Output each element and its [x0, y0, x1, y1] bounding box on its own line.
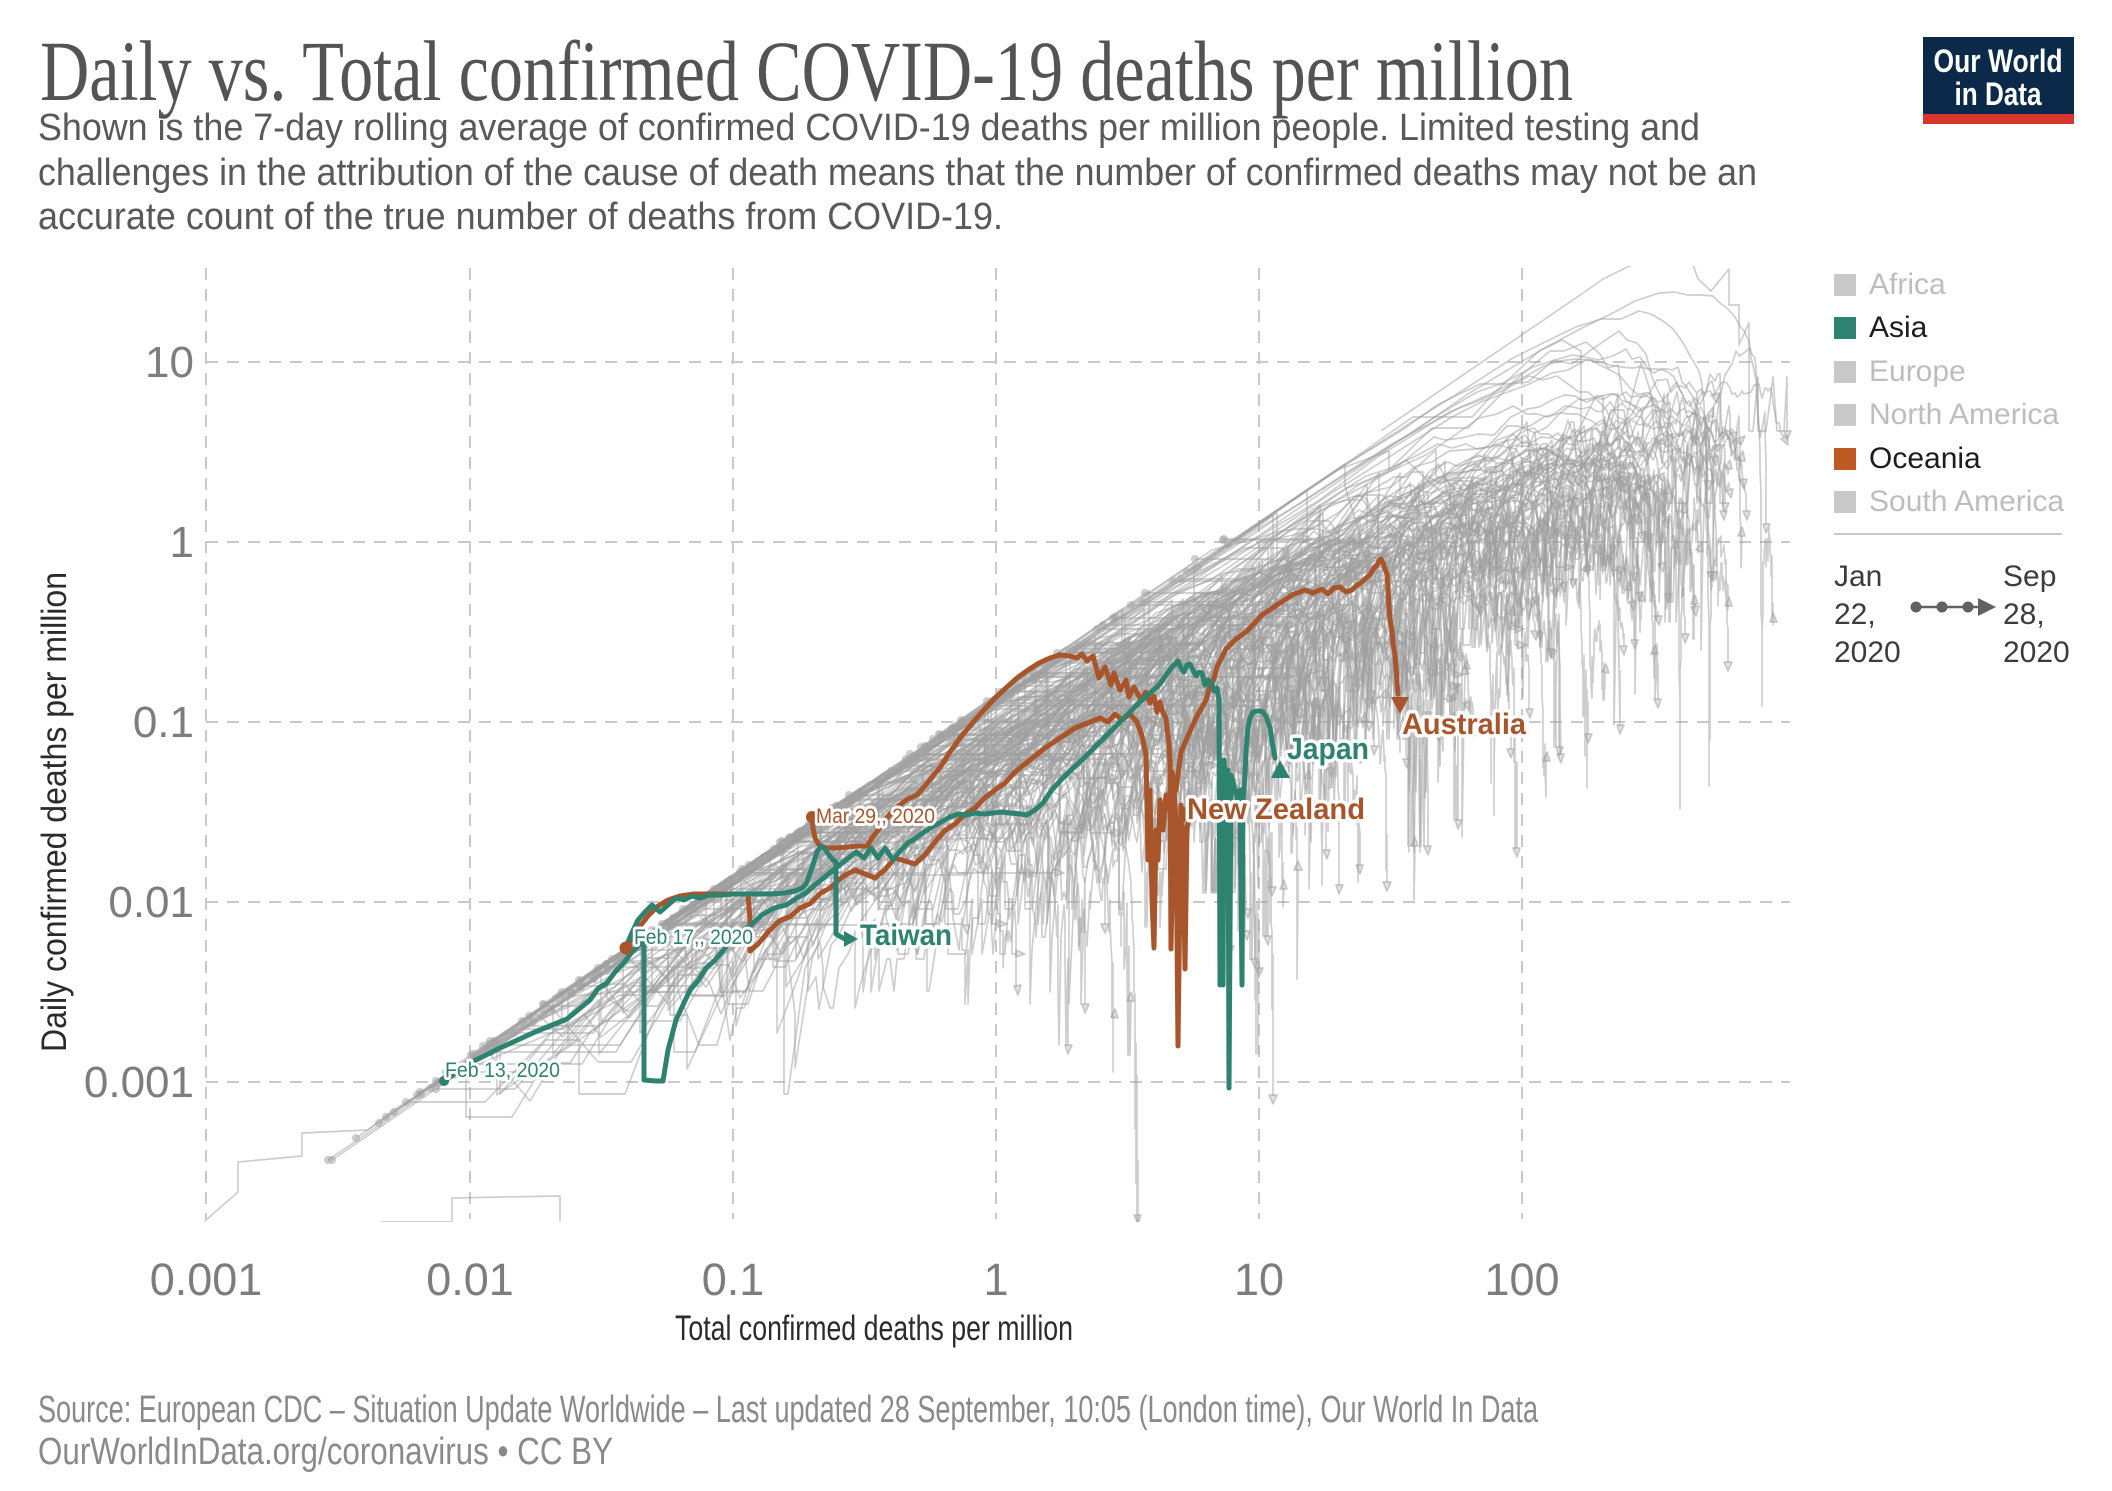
svg-text:Asia: Asia	[1869, 311, 1928, 344]
svg-text:North America: North America	[1869, 398, 2059, 431]
svg-text:Feb 17,, 2020: Feb 17,, 2020	[634, 926, 753, 949]
svg-text:Daily vs. Total confirmed COVI: Daily vs. Total confirmed COVID-19 death…	[40, 23, 1573, 119]
svg-text:Africa: Africa	[1869, 268, 1946, 301]
svg-text:1: 1	[170, 518, 194, 567]
svg-text:Daily confirmed deaths per mil: Daily confirmed deaths per million	[35, 572, 74, 1052]
svg-text:Shown is the 7-day rolling ave: Shown is the 7-day rolling average of co…	[38, 107, 1700, 149]
svg-text:0.1: 0.1	[702, 1254, 765, 1305]
svg-text:Total confirmed deaths per mil: Total confirmed deaths per million	[675, 1309, 1073, 1348]
svg-text:Oceania: Oceania	[1869, 442, 1981, 475]
svg-text:10: 10	[145, 338, 194, 387]
svg-text:Australia: Australia	[1402, 708, 1526, 741]
svg-text:challenges in the attribution: challenges in the attribution of the cau…	[38, 152, 1757, 194]
svg-text:2020: 2020	[1834, 636, 1901, 669]
svg-text:22,: 22,	[1834, 598, 1876, 631]
svg-text:100: 100	[1484, 1254, 1559, 1305]
svg-text:0.01: 0.01	[426, 1254, 514, 1305]
svg-text:Feb 13, 2020: Feb 13, 2020	[445, 1059, 560, 1082]
svg-text:accurate count of the true num: accurate count of the true number of dea…	[38, 196, 1003, 238]
svg-text:0.01: 0.01	[108, 878, 194, 927]
svg-text:Japan: Japan	[1287, 731, 1369, 766]
svg-text:Mar 29,, 2020: Mar 29,, 2020	[816, 805, 935, 828]
svg-text:0.001: 0.001	[150, 1254, 263, 1305]
svg-text:Taiwan: Taiwan	[860, 919, 952, 952]
svg-text:10: 10	[1234, 1254, 1284, 1305]
svg-text:Jan: Jan	[1834, 560, 1882, 593]
svg-text:Source: European CDC – Situati: Source: European CDC – Situation Update …	[38, 1389, 1539, 1431]
svg-text:Europe: Europe	[1869, 355, 1966, 388]
svg-text:1: 1	[983, 1254, 1008, 1305]
svg-text:0.001: 0.001	[84, 1058, 194, 1107]
svg-text:OurWorldInData.org/coronavirus: OurWorldInData.org/coronavirus • CC BY	[38, 1431, 613, 1473]
svg-text:2020: 2020	[2003, 636, 2070, 669]
svg-text:0.1: 0.1	[133, 698, 194, 747]
svg-text:South America: South America	[1869, 485, 2064, 518]
svg-text:Our World: Our World	[1934, 43, 2063, 79]
svg-text:Sep: Sep	[2003, 560, 2056, 593]
svg-text:New Zealand: New Zealand	[1187, 793, 1365, 826]
svg-text:in Data: in Data	[1955, 76, 2042, 112]
svg-text:28,: 28,	[2003, 598, 2045, 631]
